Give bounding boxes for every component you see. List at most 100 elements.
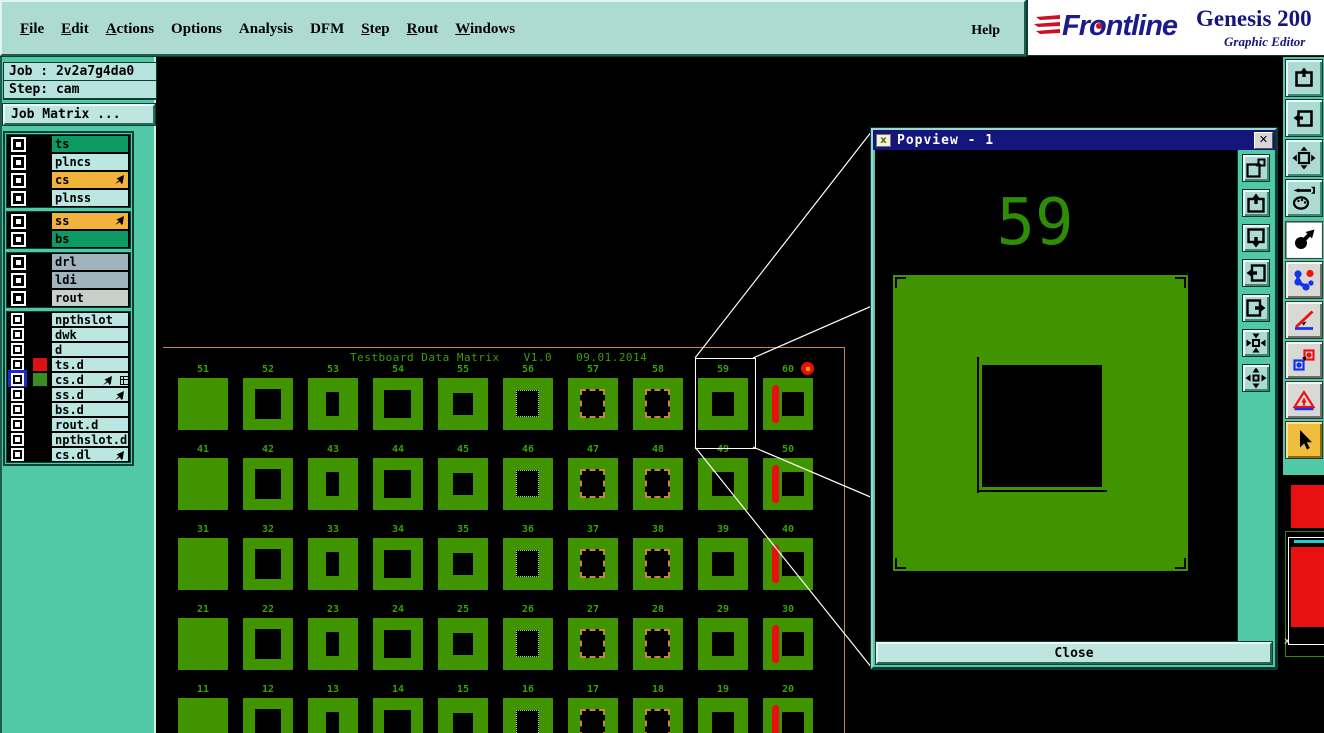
popview-close-x-button[interactable]: ✕	[1254, 132, 1273, 149]
layer-row-d[interactable]: d	[7, 342, 130, 357]
menu-options[interactable]: Options	[171, 21, 222, 37]
matrix-cell-18[interactable]	[633, 698, 683, 733]
matrix-cell-17[interactable]	[568, 698, 618, 733]
matrix-cell-48[interactable]	[633, 458, 683, 510]
matrix-cell-44[interactable]	[373, 458, 423, 510]
matrix-cell-42[interactable]	[243, 458, 293, 510]
layer-checkbox-plncs[interactable]	[11, 155, 26, 170]
view-window-left-button[interactable]	[1285, 99, 1323, 137]
matrix-cell-23[interactable]	[308, 618, 358, 670]
layer-name-label[interactable]: ts.d	[51, 357, 129, 372]
layer-row-npthslot[interactable]: npthslot	[7, 312, 130, 327]
matrix-cell-34[interactable]	[373, 538, 423, 590]
menu-file[interactable]: File	[20, 21, 45, 37]
matrix-cell-52[interactable]	[243, 378, 293, 430]
layer-name-label[interactable]: drl	[51, 253, 129, 271]
menu-help[interactable]: Help	[971, 23, 1000, 38]
netlist-button[interactable]	[1285, 261, 1323, 299]
layer-row-ts[interactable]: ts	[7, 135, 130, 153]
matrix-cell-28[interactable]	[633, 618, 683, 670]
layer-checkbox-cs[interactable]	[11, 173, 26, 188]
feature-select-button[interactable]	[1285, 221, 1323, 259]
layer-row-plncs[interactable]: plncs	[7, 153, 130, 171]
popview-titlebar[interactable]: x Popview - 1 ✕	[873, 130, 1275, 150]
layer-checkbox-npthslot.d[interactable]	[11, 433, 24, 446]
layer-row-bs.d[interactable]: bs.d	[7, 402, 130, 417]
layer-name-label[interactable]: bs.d	[51, 402, 129, 417]
matrix-cell-27[interactable]	[568, 618, 618, 670]
matrix-cell-54[interactable]	[373, 378, 423, 430]
layer-checkbox-bs[interactable]	[11, 232, 26, 247]
layer-checkbox-ldi[interactable]	[11, 273, 26, 288]
layer-row-ldi[interactable]: ldi	[7, 271, 130, 289]
pan-right-button[interactable]	[1242, 294, 1270, 322]
matrix-cell-24[interactable]	[373, 618, 423, 670]
layer-name-label[interactable]: bs	[51, 230, 129, 248]
matrix-cell-43[interactable]	[308, 458, 358, 510]
matrix-cell-60[interactable]	[763, 378, 813, 430]
matrix-cell-14[interactable]	[373, 698, 423, 733]
layer-row-ss[interactable]: ss	[7, 212, 130, 230]
layer-name-label[interactable]: rout	[51, 289, 129, 307]
layer-name-label[interactable]: ss.d	[51, 387, 129, 402]
matrix-cell-25[interactable]	[438, 618, 488, 670]
matrix-cell-57[interactable]	[568, 378, 618, 430]
matrix-cell-59[interactable]	[698, 378, 748, 430]
matrix-cell-32[interactable]	[243, 538, 293, 590]
matrix-cell-29[interactable]	[698, 618, 748, 670]
matrix-cell-55[interactable]	[438, 378, 488, 430]
matrix-cell-45[interactable]	[438, 458, 488, 510]
matrix-cell-36[interactable]	[503, 538, 553, 590]
layer-name-label[interactable]: rout.d	[51, 417, 129, 432]
layer-row-bs[interactable]: bs	[7, 230, 130, 248]
compare-shapes-button[interactable]	[1285, 341, 1323, 379]
zoom-fit-in-button[interactable]	[1242, 329, 1270, 357]
job-matrix-button[interactable]: Job Matrix ...	[2, 103, 156, 126]
layer-name-label[interactable]: npthslot	[51, 312, 129, 327]
matrix-cell-51[interactable]	[178, 378, 228, 430]
pan-down-button[interactable]	[1242, 224, 1270, 252]
matrix-cell-12[interactable]	[243, 698, 293, 733]
layer-name-label[interactable]: ldi	[51, 271, 129, 289]
matrix-cell-39[interactable]	[698, 538, 748, 590]
layer-row-drl[interactable]: drl	[7, 253, 130, 271]
layer-checkbox-ss[interactable]	[11, 214, 26, 229]
layer-name-label[interactable]: cs	[51, 171, 129, 189]
overview-panel[interactable]: x	[1283, 475, 1324, 733]
matrix-cell-21[interactable]	[178, 618, 228, 670]
layer-name-label[interactable]: npthslot.d	[51, 432, 129, 447]
matrix-cell-11[interactable]	[178, 698, 228, 733]
matrix-cell-31[interactable]	[178, 538, 228, 590]
matrix-cell-58[interactable]	[633, 378, 683, 430]
pan-left-button[interactable]	[1242, 259, 1270, 287]
menu-analysis[interactable]: Analysis	[238, 21, 294, 37]
layer-checkbox-rout[interactable]	[11, 291, 26, 306]
matrix-cell-13[interactable]	[308, 698, 358, 733]
matrix-cell-26[interactable]	[503, 618, 553, 670]
matrix-cell-37[interactable]	[568, 538, 618, 590]
popview-close-button[interactable]: Close	[875, 641, 1273, 665]
layer-checkbox-ts[interactable]	[11, 137, 26, 152]
layer-name-label[interactable]: dwk	[51, 327, 129, 342]
matrix-cell-33[interactable]	[308, 538, 358, 590]
matrix-cell-49[interactable]	[698, 458, 748, 510]
popview-canvas[interactable]: 59	[875, 150, 1239, 643]
matrix-cell-53[interactable]	[308, 378, 358, 430]
layer-name-label[interactable]: ts	[51, 135, 129, 153]
menu-dfm[interactable]: DFM	[310, 21, 345, 37]
layer-checkbox-rout.d[interactable]	[11, 418, 24, 431]
menu-rout[interactable]: Rout	[406, 21, 439, 37]
matrix-cell-22[interactable]	[243, 618, 293, 670]
matrix-cell-47[interactable]	[568, 458, 618, 510]
layer-checkbox-bs.d[interactable]	[11, 403, 24, 416]
view-window-up-button[interactable]	[1285, 59, 1323, 97]
matrix-cell-30[interactable]	[763, 618, 813, 670]
matrix-cell-19[interactable]	[698, 698, 748, 733]
layer-name-label[interactable]: d	[51, 342, 129, 357]
matrix-cell-15[interactable]	[438, 698, 488, 733]
menu-step[interactable]: Step	[361, 21, 390, 37]
layer-checkbox-npthslot[interactable]	[11, 313, 24, 326]
matrix-cell-16[interactable]	[503, 698, 553, 733]
matrix-cell-46[interactable]	[503, 458, 553, 510]
layer-checkbox-dwk[interactable]	[11, 328, 24, 341]
